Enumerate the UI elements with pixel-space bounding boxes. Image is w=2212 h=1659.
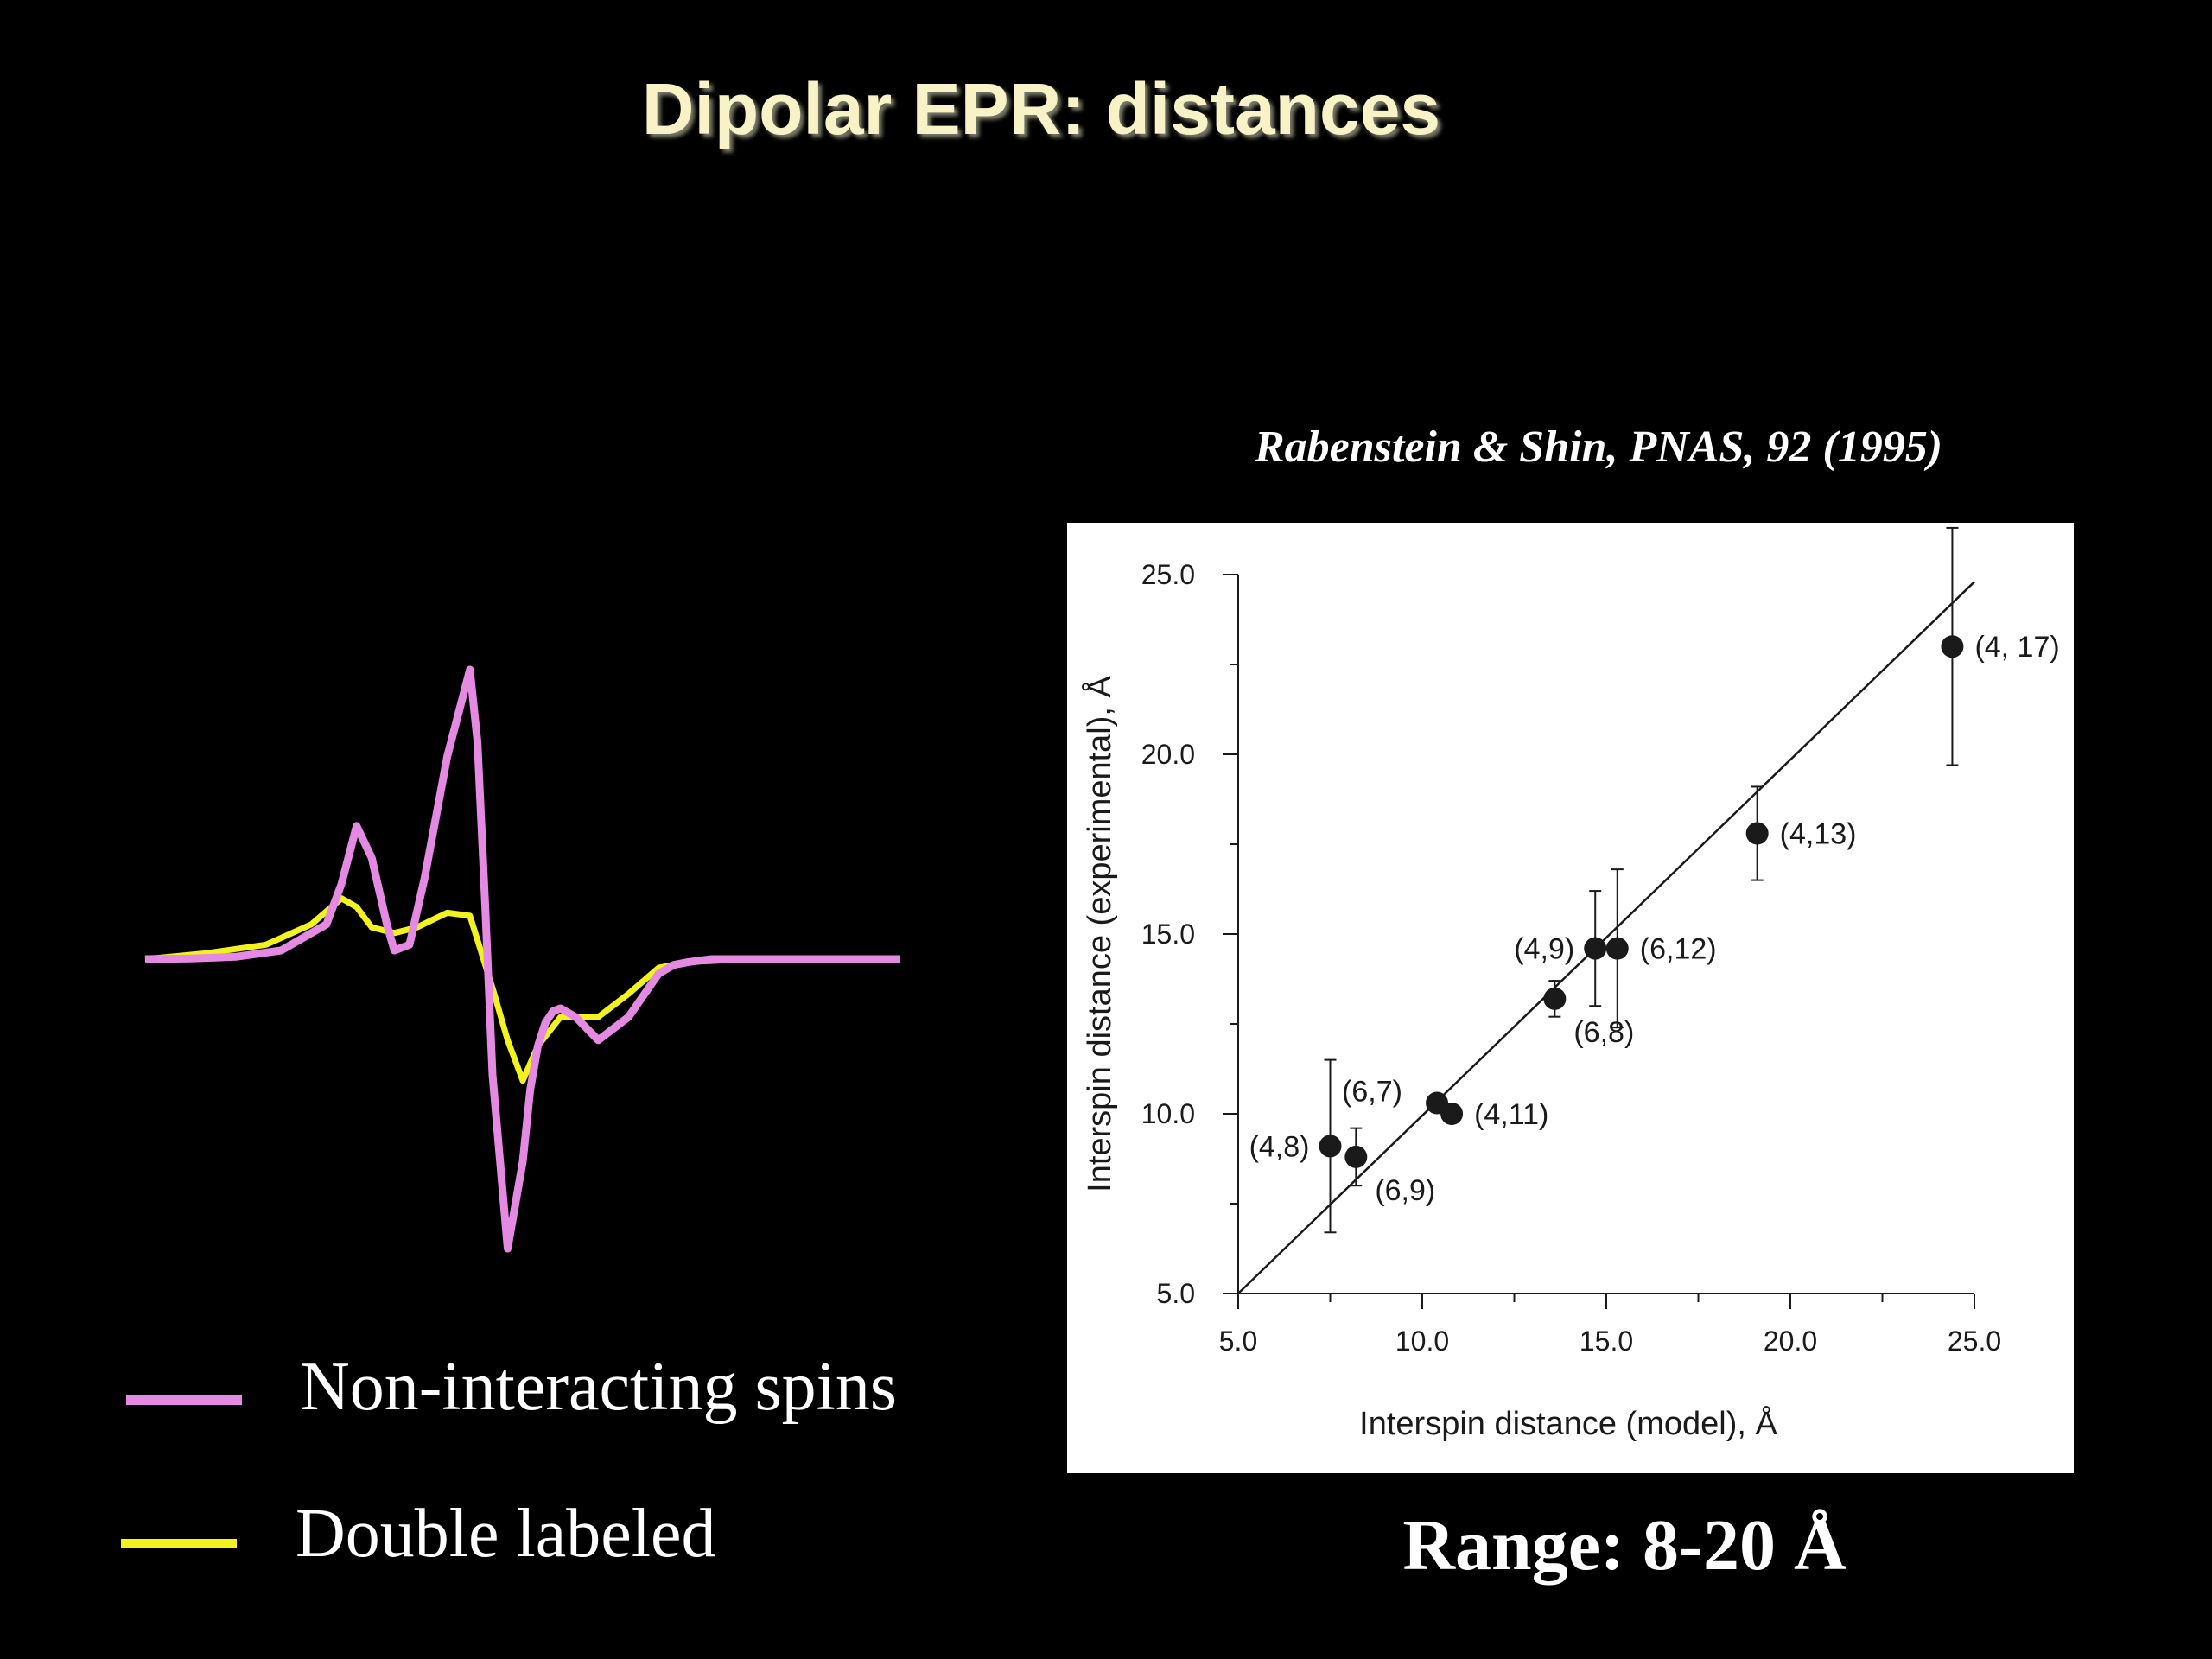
legend-swatch-non-interacting (126, 1395, 242, 1405)
x-tick-label: 10.0 (1395, 1325, 1449, 1357)
data-label: (4,13) (1780, 818, 1857, 851)
distance-plot-panel: 5.0 10.0 15.0 20.0 25.0 5.0 10.0 15.0 20.0 25.0 In… (1067, 523, 2074, 1473)
data-label: (6,9) (1375, 1174, 1435, 1207)
data-label: (4,9) (1514, 933, 1574, 966)
data-point (1344, 1145, 1368, 1168)
data-point (1319, 1135, 1342, 1158)
x-axis-label: Interspin distance (model), Å (1359, 1404, 1777, 1442)
range-text: Range: 8-20 Å (1402, 1505, 1847, 1586)
data-label: (6,7) (1342, 1076, 1402, 1109)
data-point (1605, 937, 1629, 960)
y-tick-label: 10.0 (1141, 1098, 1195, 1129)
x-tick-label: 5.0 (1219, 1325, 1257, 1357)
data-point (1745, 822, 1769, 845)
data-label: (6,8) (1573, 1016, 1634, 1049)
data-point (1440, 1103, 1464, 1125)
legend-label-double-labeled: Double labeled (296, 1496, 716, 1572)
data-label: (4, 17) (1974, 631, 2059, 664)
distance-scatter-chart: 5.0 10.0 15.0 20.0 25.0 5.0 10.0 15.0 20.0 25.0 In… (1080, 526, 2060, 1442)
spectrum-line-non-interacting (144, 665, 900, 1253)
y-tick-label: 20.0 (1141, 739, 1195, 770)
y-axis-label: Interspin distance (experimental), Å (1080, 675, 1118, 1192)
legend-swatch-double-labeled (121, 1539, 237, 1548)
x-tick-label: 25.0 (1948, 1325, 2001, 1357)
y-tick-label: 15.0 (1141, 918, 1195, 950)
data-label: (4,8) (1249, 1130, 1310, 1163)
y-tick-label: 5.0 (1157, 1278, 1195, 1309)
data-point (1584, 937, 1607, 960)
legend-label-non-interacting: Non-interacting spins (300, 1349, 897, 1425)
data-label: (4,11) (1474, 1098, 1548, 1131)
x-tick-label: 20.0 (1764, 1325, 1817, 1357)
citation: Rabenstein & Shin, PNAS, 92 (1995) (1254, 423, 1943, 472)
x-tick-label: 15.0 (1580, 1325, 1633, 1357)
reference-line (1237, 581, 1975, 1294)
data-point (1941, 635, 1964, 658)
slide-title: Dipolar EPR: distances (641, 68, 1441, 149)
y-tick-label: 25.0 (1141, 559, 1195, 590)
epr-spectrum-chart (144, 665, 900, 1253)
spectrum-line-double-labeled (144, 895, 900, 1084)
data-label: (6,12) (1640, 933, 1717, 966)
data-point (1543, 987, 1567, 1010)
